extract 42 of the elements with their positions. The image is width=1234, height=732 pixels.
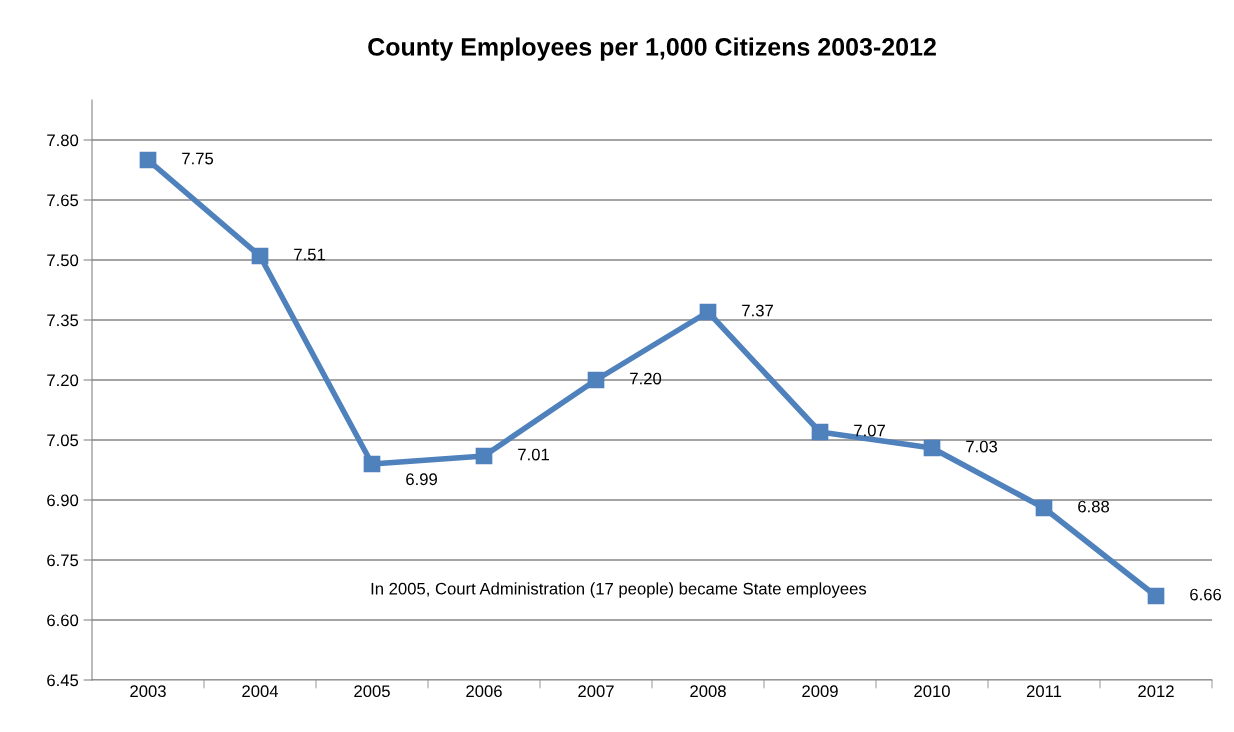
x-tick-label: 2012 [1138, 685, 1174, 698]
annotation: In 2005, Court Administration (17 people) became State employees [371, 582, 867, 598]
y-tick-label: 7.35 [47, 314, 79, 327]
y-tick-label: 7.80 [47, 134, 79, 147]
text: 7.07 [854, 424, 885, 437]
x-tick-label: 2004 [242, 685, 279, 698]
text: 7.03 [966, 440, 998, 453]
text: 6.66 [1190, 588, 1222, 601]
text: 7.37 [742, 304, 773, 317]
text: 6.88 [1078, 500, 1110, 513]
chart-title: County Employees per 1,000 Citizens 2003-2012 [368, 37, 936, 61]
x-tick-label: 2005 [354, 685, 390, 698]
x-tick-label: 2011 [1026, 685, 1062, 698]
y-tick-label: 6.75 [47, 554, 79, 567]
y-tick-label: 6.45 [47, 674, 79, 687]
y-tick-label: 7.50 [47, 254, 79, 267]
y-tick-label: 7.20 [47, 374, 79, 387]
point [251, 247, 269, 265]
y-tick-label: 7.65 [47, 194, 79, 207]
point [1147, 587, 1165, 605]
text: 6.99 [406, 473, 437, 486]
point [699, 303, 717, 321]
point [475, 447, 493, 465]
text: 7.51 [294, 248, 325, 261]
x-tick-label: 2007 [578, 685, 614, 698]
x-tick-label: 2009 [802, 685, 838, 698]
x-tick-label: 2003 [130, 685, 166, 698]
x-tick-label: 2006 [466, 685, 502, 698]
y-tick-label: 7.05 [47, 434, 79, 447]
text: 7.20 [630, 372, 662, 385]
point [587, 371, 605, 389]
text: 7.01 [518, 448, 549, 461]
point [139, 151, 157, 169]
text: 7.75 [182, 152, 214, 165]
y-tick-label: 6.90 [47, 494, 79, 507]
x-tick-label: 2010 [914, 685, 950, 698]
point [923, 439, 941, 457]
x-tick-label: 2008 [690, 685, 726, 698]
point [1035, 499, 1053, 517]
point [811, 423, 829, 441]
point [363, 455, 381, 473]
y-tick-label: 6.60 [47, 614, 79, 627]
